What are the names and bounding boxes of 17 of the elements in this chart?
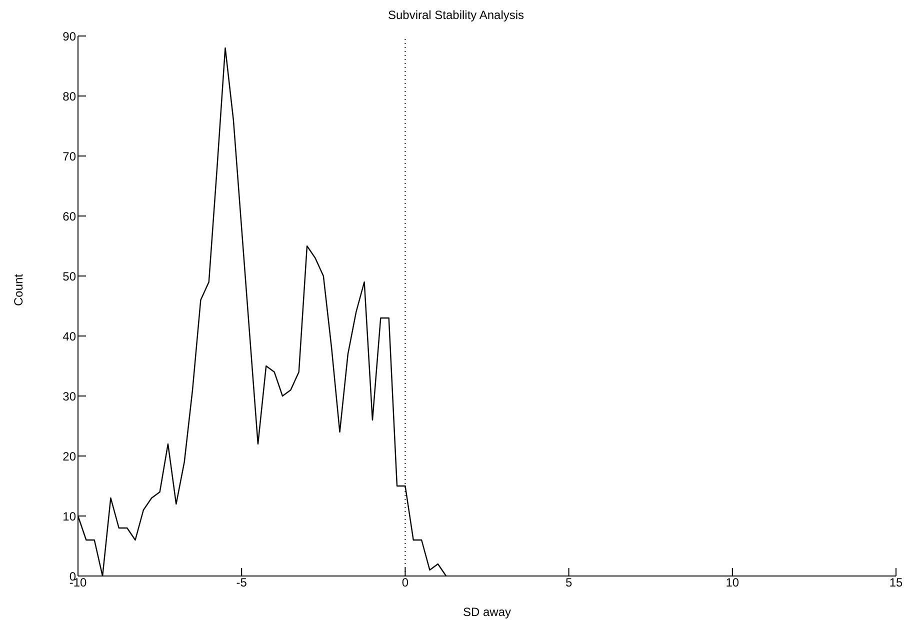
- y-tick-label: 60: [62, 209, 76, 224]
- x-tick-label: 0: [402, 576, 409, 590]
- y-tick-label: 30: [62, 389, 76, 404]
- y-tick-label: 20: [62, 449, 76, 464]
- y-tick-label: 50: [62, 269, 76, 284]
- x-axis-title: SD away: [462, 605, 512, 619]
- y-tick-label: 40: [62, 329, 76, 344]
- y-tick-label: 10: [62, 509, 76, 524]
- x-tick-label: 5: [565, 576, 572, 590]
- y-tick-label: 90: [62, 29, 76, 44]
- y-tick-label: 80: [62, 89, 76, 104]
- y-tick-label: 70: [62, 149, 76, 164]
- x-tick-label: 15: [889, 576, 903, 590]
- x-tick-label: -5: [236, 576, 248, 590]
- x-tick-label: 10: [726, 576, 740, 590]
- y-axis-title: Count: [11, 273, 26, 306]
- chart-title: Subviral Stability Analysis: [386, 8, 526, 24]
